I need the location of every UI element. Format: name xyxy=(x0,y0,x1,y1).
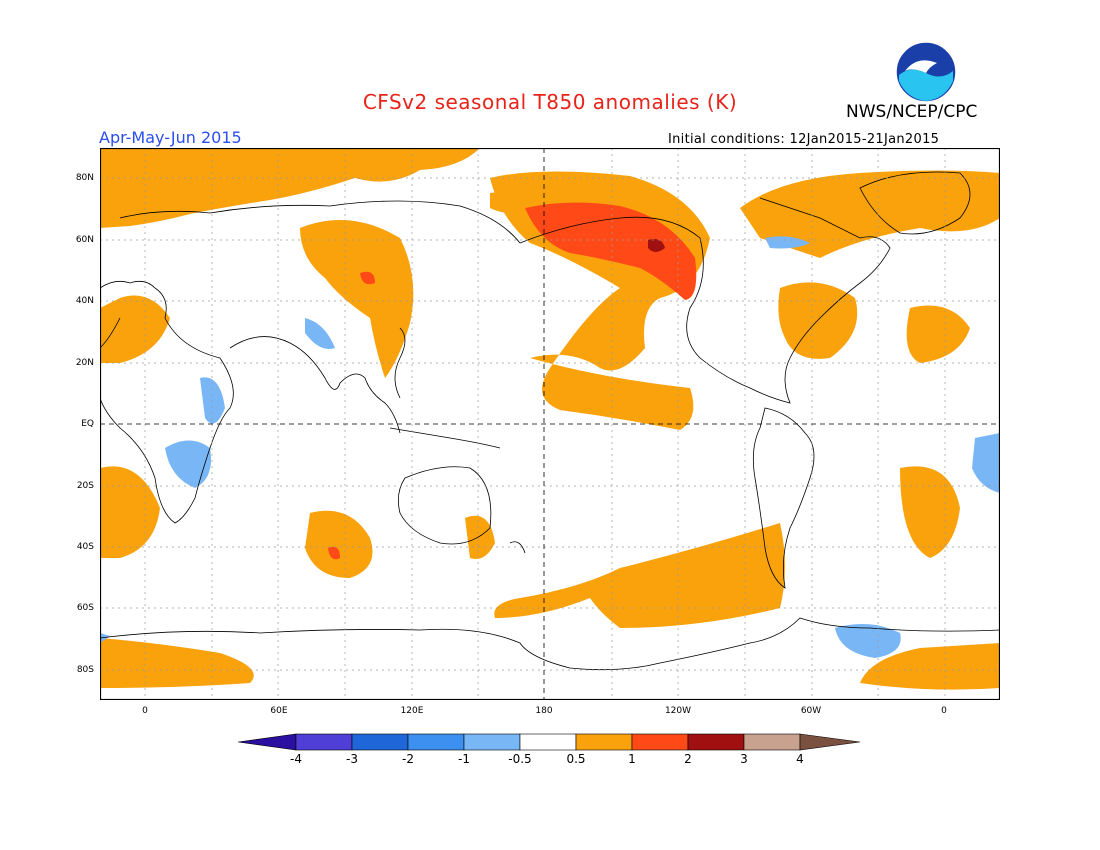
lon-tick-label: 120E xyxy=(400,706,424,716)
colorbar-label: -1 xyxy=(458,752,470,766)
coastlines xyxy=(100,171,1000,671)
colorbar-swatch xyxy=(295,733,353,751)
colorbar-label: -4 xyxy=(290,752,302,766)
colorbar-swatch xyxy=(351,733,409,751)
lon-tick-label: 60W xyxy=(800,706,822,716)
colorbar-swatch xyxy=(743,733,801,751)
colorbar-label: -2 xyxy=(402,752,414,766)
colorbar-swatch xyxy=(575,733,633,751)
colorbar-label: -0.5 xyxy=(508,752,532,766)
colorbar-label: 2 xyxy=(684,752,692,766)
map-title: CFSv2 seasonal T850 anomalies (K) xyxy=(362,90,738,114)
anomaly-map xyxy=(100,148,1000,700)
lat-tick-label: 60S xyxy=(76,603,94,613)
strong-warm-regions xyxy=(328,202,697,560)
lat-tick-label: 20S xyxy=(76,481,94,491)
lat-tick-label: EQ xyxy=(81,419,94,429)
colorbar-swatch xyxy=(631,733,689,751)
colorbar-label: 4 xyxy=(796,752,804,766)
colorbar-swatch xyxy=(407,733,465,751)
cool-anomaly-regions xyxy=(100,236,1000,658)
colorbar-label: 0.5 xyxy=(566,752,586,766)
colorbar-swatch xyxy=(687,733,745,751)
colorbar-swatch xyxy=(238,733,297,751)
lat-tick-label: 80S xyxy=(76,665,94,675)
season-label: Apr-May-Jun 2015 xyxy=(99,128,242,147)
colorbar-swatch xyxy=(799,733,861,751)
colorbar-label: 1 xyxy=(628,752,636,766)
lat-tick-label: 40S xyxy=(76,542,94,552)
colorbar-label: 3 xyxy=(740,752,748,766)
initial-conditions-label: Initial conditions: 12Jan2015-21Jan2015 xyxy=(668,132,940,147)
agency-label: NWS/NCEP/CPC xyxy=(846,102,978,122)
colorbar-label: -3 xyxy=(346,752,358,766)
warm-anomaly-regions xyxy=(100,148,1000,690)
lon-tick-label: 60E xyxy=(270,706,288,716)
lon-tick-label: 0 xyxy=(941,706,947,716)
lon-tick-label: 120W xyxy=(664,706,692,716)
lat-tick-label: 20N xyxy=(75,358,94,368)
noaa-logo-icon xyxy=(895,41,957,103)
lat-tick-label: 80N xyxy=(75,173,94,183)
lat-tick-label: 40N xyxy=(75,296,94,306)
lat-tick-label: 60N xyxy=(75,235,94,245)
colorbar-swatch xyxy=(463,733,521,751)
lon-tick-label: 0 xyxy=(142,706,148,716)
lon-tick-label: 180 xyxy=(535,706,553,716)
very-strong-warm-regions xyxy=(648,239,665,252)
colorbar xyxy=(238,733,861,751)
colorbar-swatch xyxy=(519,733,577,751)
